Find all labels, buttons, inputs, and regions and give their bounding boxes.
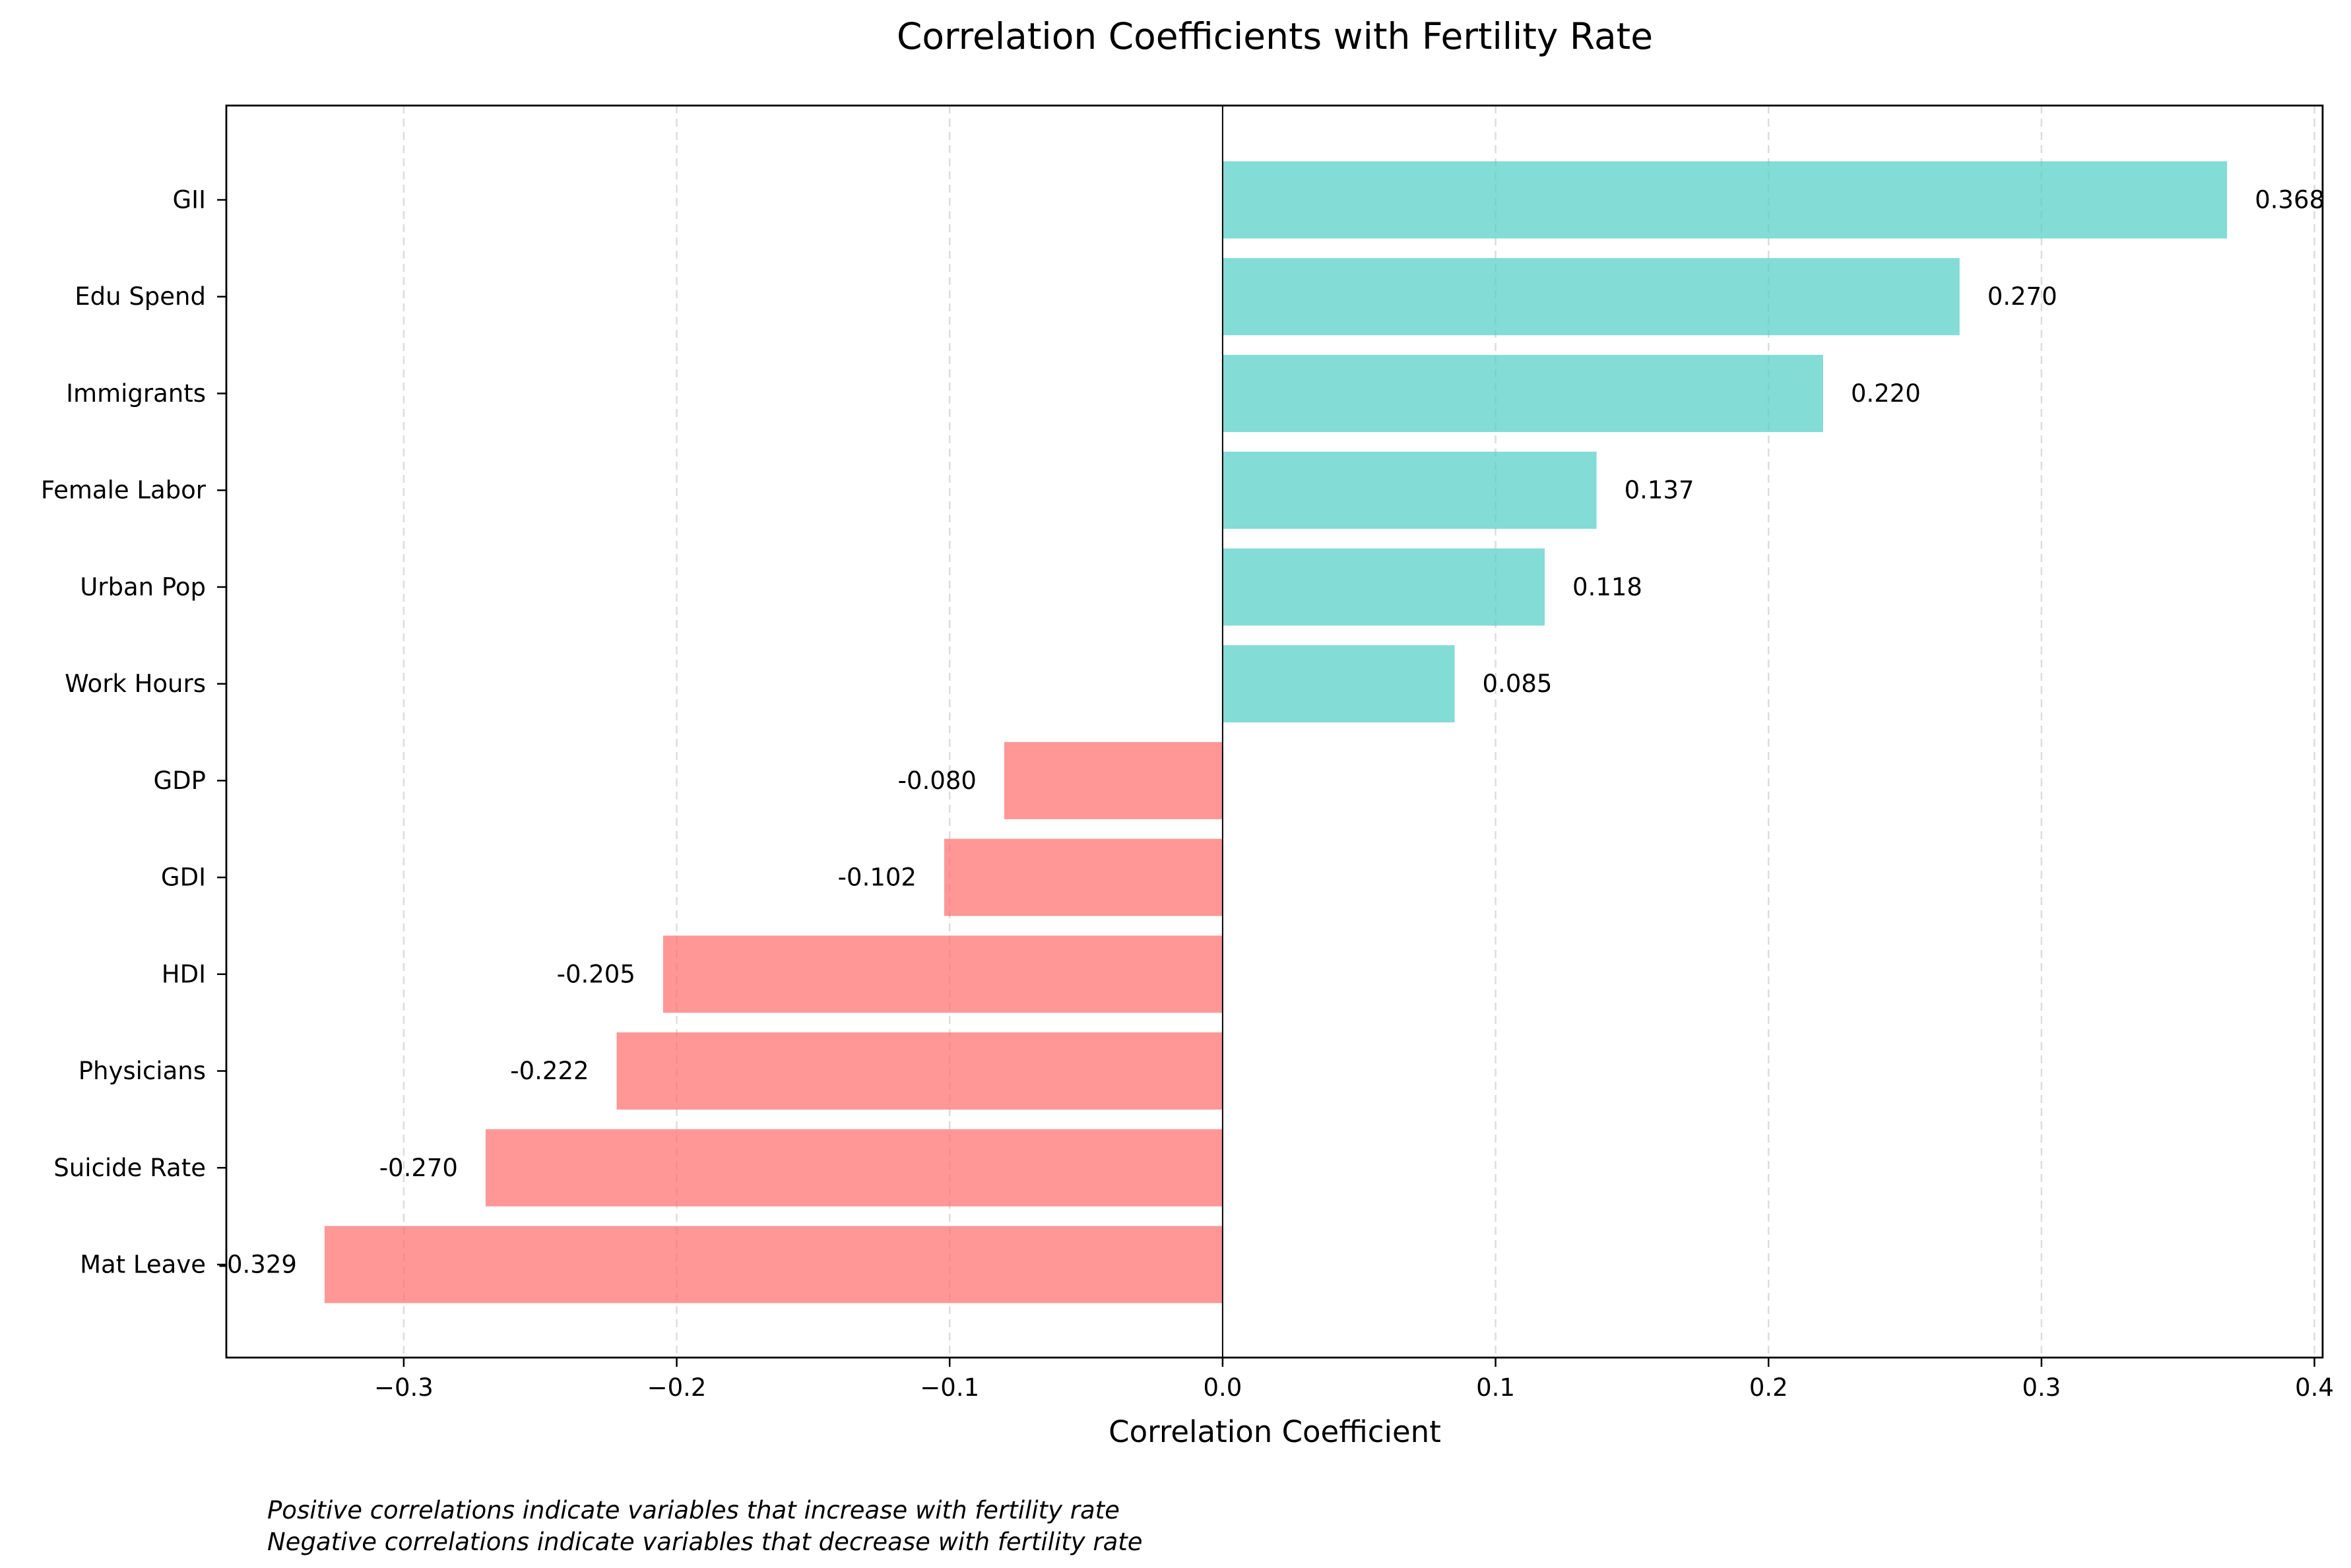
bar [1222,161,2228,239]
note-negative: Negative correlations indicate variables… [267,1528,1143,1556]
bar [1222,645,1455,723]
x-tick-label: −0.3 [374,1373,434,1402]
data-labels: 0.368 0.270 0.220 0.137 0.118 0.085 -0.080 -0.1… [218,186,2325,1279]
data-label: -0.080 [898,767,977,795]
bar [1222,548,1545,626]
bar [616,1032,1223,1110]
data-label: -0.102 [838,863,917,892]
data-label: -0.270 [379,1154,458,1182]
y-tick-label: Suicide Rate [53,1154,206,1182]
data-label: 0.137 [1625,476,1694,505]
bar [1004,741,1223,819]
y-tick-label: Female Labor [41,476,207,505]
data-label: 0.368 [2255,186,2325,214]
data-label: -0.329 [218,1251,297,1279]
x-tick-label: 0.4 [2295,1373,2334,1402]
y-tick-label: Edu Spend [75,282,206,311]
note-positive: Positive correlations indicate variables… [267,1496,1120,1524]
plot-frame [225,104,2324,1359]
y-tick-label: Urban Pop [80,573,206,601]
data-label: -0.205 [557,960,635,988]
data-label: 0.270 [1987,282,2057,311]
bars [324,161,2228,1303]
y-tick-label: GII [173,186,207,214]
bar [485,1129,1223,1207]
y-tick-label: Work Hours [65,670,206,698]
x-tick-label: 0.3 [2022,1373,2061,1402]
bar [944,838,1223,916]
x-tick-label: −0.1 [920,1373,979,1402]
y-tick-label: GDP [154,767,206,795]
chart-title: Correlation Coefficients with Fertility … [897,15,1653,57]
y-axis-ticks: GII Edu Spend Immigrants Female Labor Urban … [41,186,226,1279]
bar [324,1226,1223,1303]
x-tick-label: −0.2 [647,1373,707,1402]
y-tick-label: HDI [162,960,206,988]
bar [662,935,1223,1013]
data-label: 0.085 [1483,670,1553,698]
bar [1222,354,1823,432]
data-label: -0.222 [510,1057,589,1085]
x-axis-label: Correlation Coefficient [1109,1414,1441,1449]
x-tick-label: 0.1 [1476,1373,1515,1402]
y-tick-label: Physicians [79,1057,206,1085]
x-axis-ticks: −0.3 −0.2 −0.1 0.0 0.1 0.2 0.3 0.4 [374,1358,2334,1402]
bar [1222,451,1597,529]
plot-border [225,104,2324,1359]
x-tick-label: 0.0 [1203,1373,1242,1402]
data-label: 0.118 [1572,573,1642,601]
x-tick-label: 0.2 [1749,1373,1788,1402]
y-tick-label: Mat Leave [80,1251,206,1279]
y-tick-label: Immigrants [66,379,206,408]
data-label: 0.220 [1851,379,1921,408]
y-tick-label: GDI [161,863,206,892]
bar [1222,258,1960,336]
